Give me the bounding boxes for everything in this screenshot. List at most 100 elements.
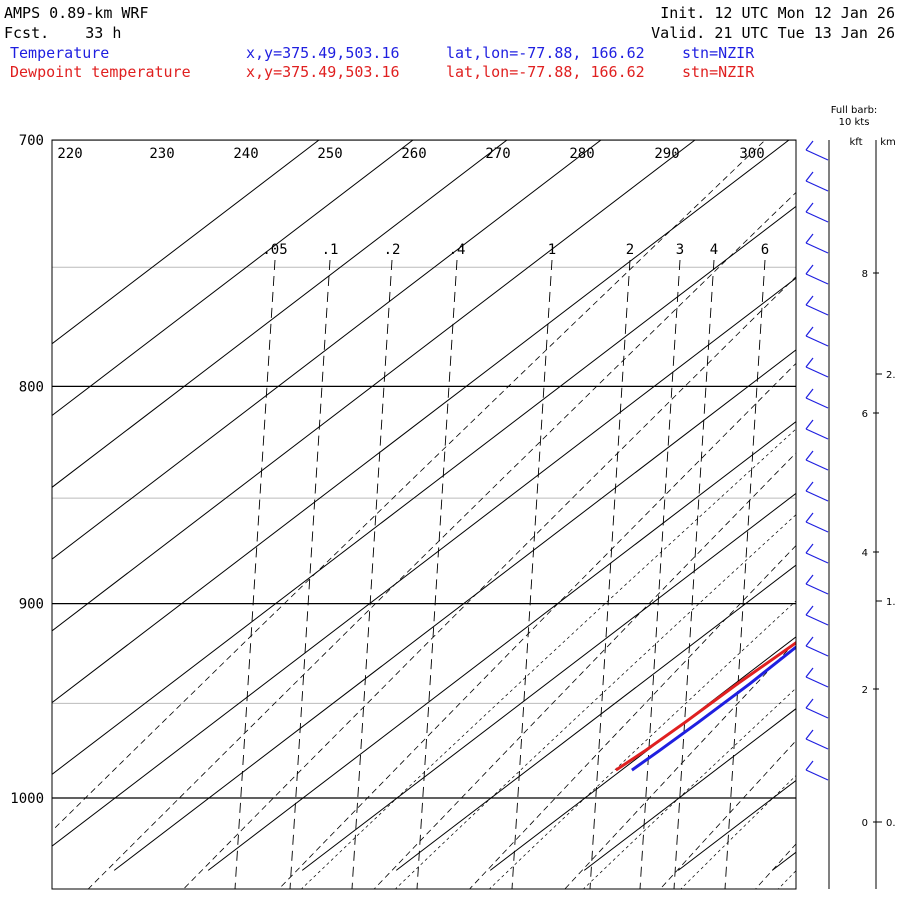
wind-barb <box>805 698 829 719</box>
wind-barb-staff <box>805 614 829 626</box>
mixing-ratio-label: 1 <box>548 242 556 258</box>
wind-barb-staff <box>805 521 829 533</box>
legend-dewpoint-latlon: lat,lon=-77.88, 166.62 <box>446 63 645 81</box>
mixing-ratio-label: 3 <box>676 242 684 258</box>
wind-barb-flag <box>805 326 814 337</box>
kft-label: 2 <box>862 685 868 696</box>
mixing-ratio-line <box>639 259 681 889</box>
wind-barb-flag <box>805 698 814 709</box>
diagram-labels: 7008009001000-70-60-50-40-30-20-10022023… <box>10 133 769 807</box>
wind-barb <box>805 202 829 223</box>
side-panel: 8 6 4 2 0 2. 1. 0. <box>805 140 896 889</box>
forecast-hour: Fcst. 33 h <box>4 24 121 42</box>
wind-barb-flag <box>805 574 814 585</box>
mixing-ratio-line <box>416 259 458 889</box>
barb-key-speed: 10 kts <box>839 117 870 128</box>
isotherm-line <box>771 851 796 871</box>
theta-label: 240 <box>233 146 258 162</box>
wind-barb-flag <box>805 605 814 616</box>
legend-temperature-xy: x,y=375.49,503.16 <box>246 44 400 62</box>
wind-barb-staff <box>805 366 829 378</box>
km-label: 2. <box>886 370 896 381</box>
wind-barb <box>805 388 829 409</box>
wind-barb <box>805 636 829 657</box>
barb-key-title: Full barb: <box>831 105 878 116</box>
dry-adiabat-line <box>278 362 796 889</box>
mixing-ratio-line <box>589 259 631 889</box>
km-label: 1. <box>886 597 896 608</box>
wind-barb <box>805 419 829 440</box>
dry-adiabat-line <box>87 191 796 889</box>
moist-adiabat-line <box>394 514 796 889</box>
kft-label: 4 <box>862 548 868 559</box>
wind-barb-staff <box>805 738 829 750</box>
kft-label: 8 <box>862 269 868 280</box>
isotherm-line <box>113 349 796 871</box>
mixing-ratio-label: 6 <box>761 242 769 258</box>
theta-label: 230 <box>149 146 174 162</box>
wind-barb-flag <box>805 388 814 399</box>
dry-adiabat-line <box>373 452 796 889</box>
isotherm-line <box>52 140 508 488</box>
wind-barb-flag <box>805 636 814 647</box>
plot-frame <box>51 139 797 890</box>
wind-barb <box>805 171 829 192</box>
wind-barb-flag <box>805 419 814 430</box>
theta-label: 250 <box>317 146 342 162</box>
valid-time: Valid. 21 UTC Tue 13 Jan 26 <box>651 24 895 42</box>
wind-barb <box>805 729 829 750</box>
km-axis-title: km <box>880 137 896 148</box>
wind-barb <box>805 512 829 533</box>
wind-barb-staff <box>805 242 829 254</box>
wind-barb-staff <box>805 769 829 781</box>
mixing-ratio-label: 2 <box>626 242 634 258</box>
mixing-ratio-label: .05 <box>262 242 287 258</box>
wind-barb-flag <box>805 729 814 740</box>
wind-barb-staff <box>805 707 829 719</box>
isotherm-line <box>52 140 414 417</box>
wind-barb-staff <box>805 211 829 223</box>
pressure-label: 1000 <box>10 791 44 807</box>
mixing-ratio-line <box>511 259 553 889</box>
moist-adiabat-line <box>777 870 796 889</box>
isotherm-line <box>52 140 696 632</box>
wind-barb-staff <box>805 180 829 192</box>
theta-label: 300 <box>739 146 764 162</box>
legend-temperature-stn: stn=NZIR <box>682 44 755 62</box>
wind-barb <box>805 140 829 161</box>
wind-barb-flag <box>805 171 814 182</box>
dry-adiabat-line <box>469 544 796 889</box>
wind-barb <box>805 264 829 285</box>
wind-barb <box>805 760 829 781</box>
wind-barb-staff <box>805 676 829 688</box>
wind-barb <box>805 605 829 626</box>
wind-barb-staff <box>805 273 829 285</box>
kft-axis-title: kft <box>849 137 862 148</box>
pressure-label: 800 <box>19 379 44 395</box>
wind-barb-flag <box>805 233 814 244</box>
wind-barb-staff <box>805 149 829 161</box>
wind-barb-staff <box>805 304 829 316</box>
wind-barb-staff <box>805 645 829 657</box>
isotherm-line <box>395 564 796 871</box>
km-label: 0. <box>886 818 896 829</box>
moist-adiabat-line <box>582 687 796 889</box>
pressure-label: 900 <box>19 597 44 613</box>
dewpoint-profile <box>615 640 796 772</box>
isotherm-line <box>866 140 900 870</box>
kft-label: 0 <box>862 818 868 829</box>
legend-dewpoint-stn: stn=NZIR <box>682 63 755 81</box>
wind-barb <box>805 543 829 564</box>
mixing-ratio-label: .4 <box>449 242 466 258</box>
mixing-ratio-label: .1 <box>322 242 339 258</box>
isotherm-line <box>52 277 796 847</box>
theta-label: 280 <box>569 146 594 162</box>
legend-dewpoint-xy: x,y=375.49,503.16 <box>246 63 400 81</box>
wind-barb <box>805 481 829 502</box>
dry-adiabat-line <box>52 140 766 832</box>
isotherm-line <box>52 140 320 345</box>
sounding-curves <box>615 640 796 772</box>
isotherm-line <box>301 492 796 871</box>
moist-adiabat-line <box>300 428 796 889</box>
